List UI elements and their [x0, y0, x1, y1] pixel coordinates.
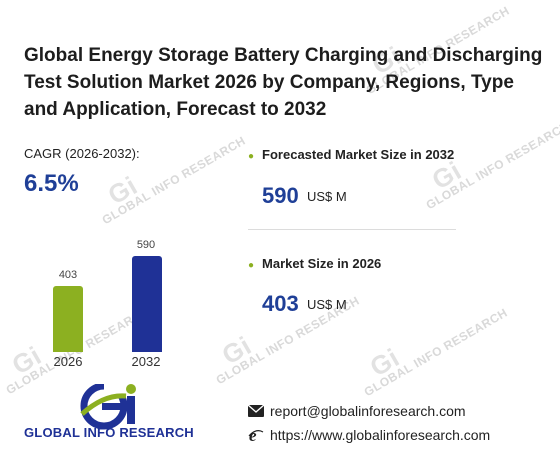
- bar-2026: [53, 286, 83, 352]
- website-contact[interactable]: e https://www.globalinforesearch.com: [248, 427, 490, 443]
- bar-2032: [132, 256, 162, 352]
- market-size-value: 403: [262, 291, 299, 316]
- svg-text:e: e: [249, 427, 257, 443]
- email-link[interactable]: report@globalinforesearch.com: [270, 403, 466, 419]
- divider: [248, 229, 456, 230]
- x-tick-label: 2032: [131, 354, 161, 369]
- email-contact[interactable]: report@globalinforesearch.com: [248, 403, 466, 419]
- x-tick-label: 2026: [53, 354, 83, 369]
- cagr-label: CAGR (2026-2032):: [24, 146, 140, 161]
- brand-logo: [80, 384, 136, 430]
- bar-value-label: 403: [58, 269, 78, 281]
- watermark: Gi GLOBAL INFO RESEARCH: [99, 133, 248, 228]
- market-size-unit: US$ M: [307, 297, 347, 312]
- cagr-value: 6.5%: [24, 170, 79, 197]
- watermark: Gi GLOBAL INFO RESEARCH: [361, 305, 510, 400]
- forecast-size-label: ● Forecasted Market Size in 2032: [248, 147, 455, 162]
- market-size-label: ● Market Size in 2026: [248, 256, 382, 271]
- bullet-dot-icon: ●: [248, 151, 255, 162]
- page-title: Global Energy Storage Battery Charging a…: [24, 45, 543, 120]
- bullet-dot-icon: ●: [248, 260, 255, 271]
- website-link[interactable]: https://www.globalinforesearch.com: [270, 427, 491, 443]
- forecast-size-unit: US$ M: [307, 189, 347, 204]
- brand-name: GLOBAL INFO RESEARCH: [24, 425, 194, 440]
- envelope-icon: [248, 405, 264, 417]
- ie-globe-icon: e: [248, 427, 264, 443]
- bar-value-label: 590: [136, 239, 156, 251]
- watermark: Gi GLOBAL INFO RESEARCH: [213, 293, 362, 388]
- forecast-size-value: 590: [262, 183, 299, 208]
